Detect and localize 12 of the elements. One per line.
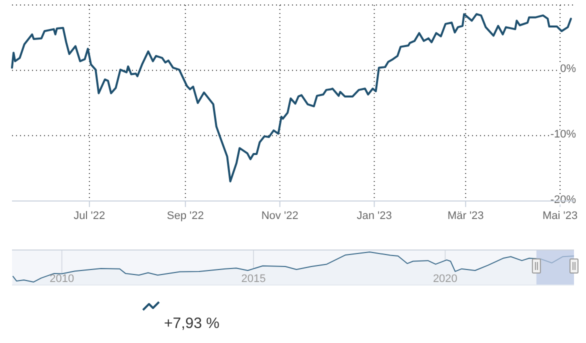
x-tick-label: 2015	[241, 273, 266, 285]
x-tick-label: Mär '23	[447, 210, 484, 222]
text: +7,93 %	[164, 315, 220, 332]
x-tick-label: Nov '22	[261, 210, 298, 222]
x-tick-label: 2010	[50, 273, 74, 285]
x-tick-label: Jan '23	[356, 210, 392, 222]
y-tick-label: 0%	[560, 63, 576, 76]
x-tick-label: Sep '22	[166, 210, 204, 222]
y-tick-label: -10%	[550, 128, 576, 141]
x-tick-label: Jul '22	[74, 210, 106, 222]
x-tick-label: 2020	[432, 273, 458, 285]
x-tick-label: Mai '23	[542, 210, 578, 222]
